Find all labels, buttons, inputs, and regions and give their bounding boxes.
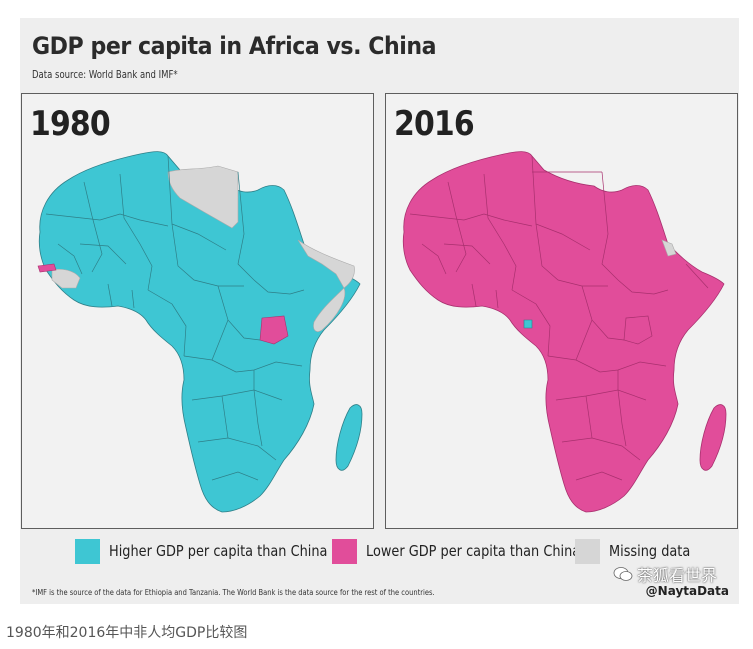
page-title: GDP per capita in Africa vs. China xyxy=(32,32,437,60)
country-borders xyxy=(45,155,305,481)
legend-item-missing: Missing data xyxy=(575,538,704,564)
infographic-card: GDP per capita in Africa vs. China Data … xyxy=(20,18,739,604)
africa-map-1980 xyxy=(37,151,363,513)
legend-label-missing: Missing data xyxy=(609,542,691,560)
higher-regions xyxy=(523,319,533,329)
uganda-lower xyxy=(259,315,289,345)
author-credit: @NaytaData xyxy=(645,584,729,598)
madagascar-shape xyxy=(335,404,363,471)
map-legend: Higher GDP per capita than China Lower G… xyxy=(20,538,739,564)
continent-shape xyxy=(402,151,725,513)
missing-regions xyxy=(661,239,677,257)
africa-map-2016 xyxy=(402,151,727,513)
legend-swatch-higher xyxy=(75,538,100,564)
panel-year-label: 1980 xyxy=(30,104,111,144)
watermark-text: 茶狐看世界 xyxy=(636,566,717,585)
image-caption: 1980年和2016年中非人均GDP比较图 xyxy=(6,625,248,641)
legend-item-lower: Lower GDP per capita than China xyxy=(332,538,615,564)
gambia-lower xyxy=(37,263,57,273)
wechat-icon xyxy=(613,567,633,581)
horn-missing xyxy=(661,239,677,257)
legend-swatch-lower xyxy=(332,538,357,564)
eq-guinea-higher xyxy=(523,319,533,329)
watermark: 茶狐看世界 xyxy=(613,562,717,586)
data-source-subtitle: Data source: World Bank and IMF* xyxy=(32,68,178,81)
map-panel-1980: 1980 xyxy=(21,93,374,529)
westafrica-missing xyxy=(51,268,81,289)
legend-item-higher: Higher GDP per capita than China xyxy=(75,538,363,564)
legend-swatch-missing xyxy=(575,538,600,564)
footnote: *IMF is the source of the data for Ethio… xyxy=(32,588,435,597)
lower-regions xyxy=(37,263,289,345)
legend-label-lower: Lower GDP per capita than China xyxy=(366,542,581,560)
missing-regions xyxy=(51,165,355,332)
legend-label-higher: Higher GDP per capita than China xyxy=(109,542,328,560)
panel-year-label: 2016 xyxy=(394,104,475,144)
country-borders xyxy=(409,155,709,481)
madagascar-shape xyxy=(699,404,727,471)
map-panel-2016: 2016 xyxy=(385,93,738,529)
africa-landmass xyxy=(402,151,727,513)
somalia-missing xyxy=(313,287,346,332)
